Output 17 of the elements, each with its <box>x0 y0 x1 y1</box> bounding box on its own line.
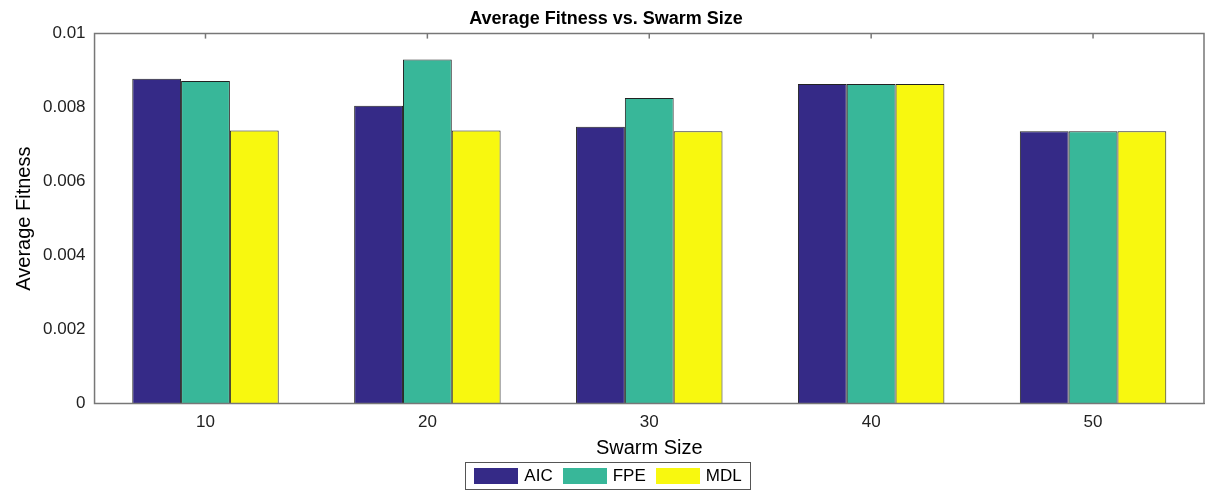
x-tick-label: 30 <box>639 412 659 432</box>
legend-label: AIC <box>524 466 553 486</box>
y-tick-label: 0.01 <box>52 23 86 43</box>
chart-title: Average Fitness vs. Swarm Size <box>469 7 743 28</box>
legend-label: FPE <box>612 466 646 486</box>
y-tick-label: 0.006 <box>42 171 86 191</box>
x-tick-label: 10 <box>196 412 215 432</box>
x-tick-label: 20 <box>417 412 437 432</box>
x-axis-title: Swarm Size <box>595 435 703 458</box>
y-tick-label: 0.008 <box>42 97 86 117</box>
y-tick-label: 0.004 <box>42 245 86 265</box>
y-tick-label: 0 <box>76 393 86 413</box>
x-tick-label: 50 <box>1083 412 1103 432</box>
y-tick-label: 0.002 <box>42 319 86 339</box>
x-tick-label: 40 <box>861 412 881 432</box>
y-axis-title: Average Fitness <box>11 146 34 291</box>
legend-label: MDL <box>705 466 742 486</box>
